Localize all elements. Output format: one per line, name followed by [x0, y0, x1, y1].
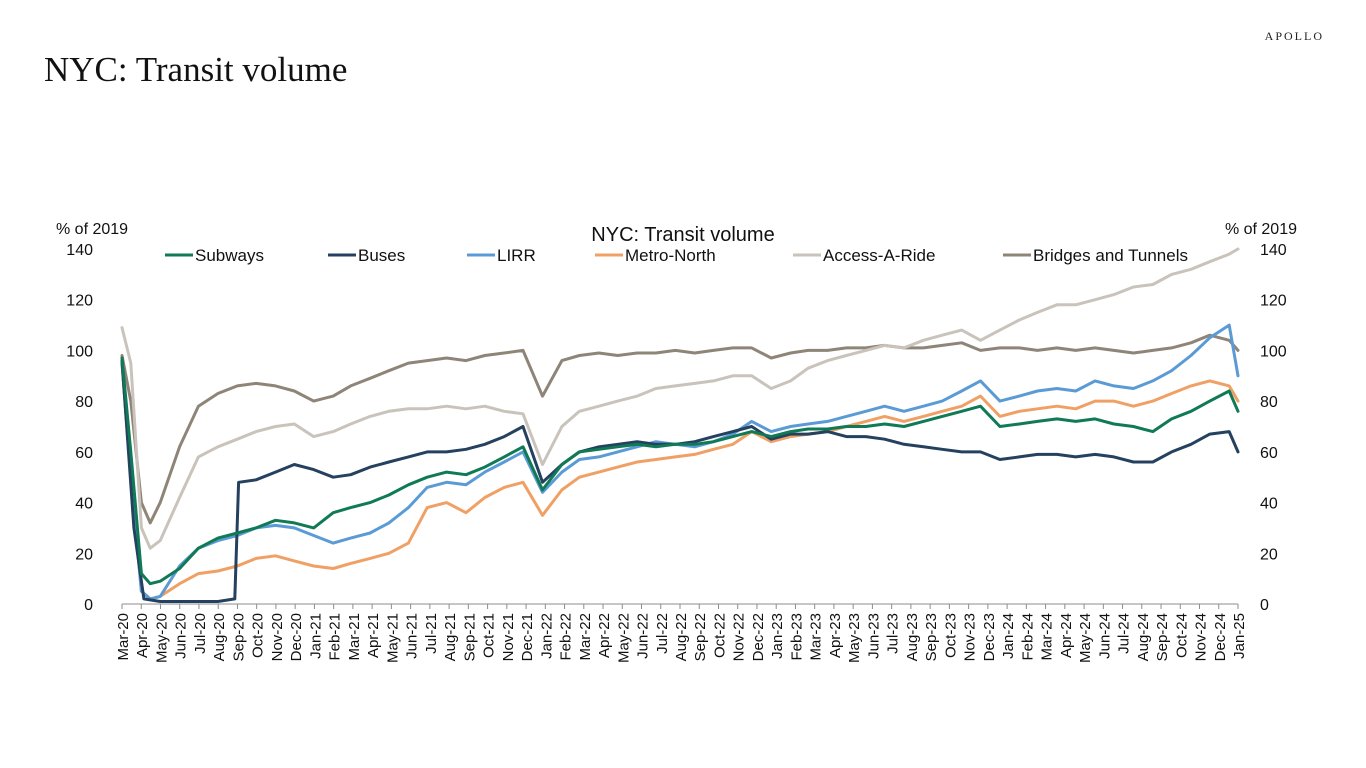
x-tick-label: May-23 — [846, 613, 863, 663]
x-tick-label: Jun-21 — [404, 613, 421, 659]
x-tick-label: Sep-24 — [1154, 613, 1171, 661]
x-tick-label: Nov-24 — [1193, 613, 1210, 661]
y-tick-label-right: 120 — [1260, 293, 1287, 310]
y-tick-label-left: 40 — [75, 496, 93, 513]
x-tick-label: Apr-23 — [827, 613, 844, 658]
legend-label: Metro-North — [625, 246, 716, 265]
x-tick-label: Jul-24 — [1116, 613, 1133, 654]
x-tick-label: Jun-23 — [865, 613, 882, 659]
y-tick-label-right: 140 — [1260, 242, 1287, 259]
x-tick-label: Aug-22 — [673, 613, 690, 661]
series-line-buses — [120, 359, 1240, 603]
legend-label: Bridges and Tunnels — [1033, 246, 1188, 265]
y-tick-label-left: 20 — [75, 546, 93, 563]
x-tick-label: Apr-24 — [1058, 613, 1075, 658]
x-tick-label: Jan-24 — [1000, 613, 1017, 659]
x-tick-label: Oct-22 — [711, 613, 728, 658]
x-tick-label: Dec-24 — [1212, 613, 1229, 661]
x-tick-label: Apr-22 — [596, 613, 613, 658]
x-tick-label: Aug-20 — [211, 613, 228, 661]
brand-logo: APOLLO — [1264, 29, 1324, 43]
series-line-subways — [120, 356, 1240, 586]
y-axis-label-right: % of 2019 — [1225, 221, 1297, 238]
x-tick-label: Dec-21 — [519, 613, 536, 661]
x-tick-label: Feb-24 — [1019, 613, 1036, 661]
y-tick-label-left: 100 — [66, 343, 93, 360]
x-tick-label: Dec-20 — [288, 613, 305, 661]
y-tick-label-right: 0 — [1260, 597, 1269, 614]
y-tick-label-right: 60 — [1260, 445, 1278, 462]
y-tick-label-left: 140 — [66, 242, 93, 259]
legend-label: Subways — [195, 246, 264, 265]
x-tick-label: Jan-21 — [307, 613, 324, 659]
x-tick-label: Mar-21 — [346, 613, 363, 661]
x-tick-label: Mar-22 — [577, 613, 594, 661]
x-tick-label: Dec-23 — [981, 613, 998, 661]
series-line-access-a-ride — [120, 247, 1240, 550]
x-tick-label: Mar-24 — [1039, 613, 1056, 661]
x-tick-label: Oct-20 — [250, 613, 267, 658]
x-tick-label: Nov-22 — [731, 613, 748, 661]
x-tick-label: Oct-21 — [481, 613, 498, 658]
x-tick-label: Nov-21 — [500, 613, 517, 661]
x-tick-label: Nov-20 — [269, 613, 286, 661]
x-tick-label: Jul-21 — [423, 613, 440, 654]
legend: Subways Buses LIRR Metro-North Access-A-Ride… — [165, 246, 1188, 265]
y-tick-label-right: 100 — [1260, 343, 1287, 360]
x-tick-label: May-24 — [1077, 613, 1094, 663]
x-tick-label: Aug-24 — [1135, 613, 1152, 661]
y-tick-label-left: 0 — [84, 597, 93, 614]
x-tick-label: Oct-24 — [1173, 613, 1190, 658]
x-tick-label: Jul-20 — [192, 613, 209, 654]
x-tick-label: Sep-22 — [692, 613, 709, 661]
x-tick-label: Mar-23 — [808, 613, 825, 661]
x-tick-label: Apr-21 — [365, 613, 382, 658]
x-tick-label: Jan-23 — [769, 613, 786, 659]
x-tick-label: Jun-24 — [1096, 613, 1113, 659]
y-tick-label-left: 80 — [75, 394, 93, 411]
x-tick-label: Sep-21 — [461, 613, 478, 661]
x-tick-label: Nov-23 — [962, 613, 979, 661]
x-tick-label: Dec-22 — [750, 613, 767, 661]
x-tick-label: May-22 — [615, 613, 632, 663]
x-tick-label: Jul-22 — [654, 613, 671, 654]
x-tick-label: Feb-23 — [788, 613, 805, 661]
legend-label: LIRR — [497, 246, 536, 265]
x-tick-label: Jun-20 — [173, 613, 190, 659]
x-tick-label: Feb-21 — [327, 613, 344, 661]
x-tick-label: Oct-23 — [942, 613, 959, 658]
x-tick-label: Jan-22 — [538, 613, 555, 659]
y-tick-label-right: 40 — [1260, 496, 1278, 513]
x-tick-label: Feb-22 — [558, 613, 575, 661]
ticks: 0 0 20 20 40 40 60 60 80 80 100 100 120 120 140 140 Mar-… — [66, 242, 1287, 663]
x-tick-label: Jan-25 — [1231, 613, 1248, 659]
x-tick-label: Jul-23 — [885, 613, 902, 654]
x-tick-label: Aug-21 — [442, 613, 459, 661]
y-tick-label-left: 120 — [66, 293, 93, 310]
y-tick-label-right: 20 — [1260, 546, 1278, 563]
x-tick-label: Aug-23 — [904, 613, 921, 661]
x-tick-label: Mar-20 — [115, 613, 132, 661]
y-axis-label-left: % of 2019 — [56, 221, 128, 238]
x-tick-label: May-21 — [384, 613, 401, 663]
series-line-lirr — [120, 323, 1240, 601]
x-tick-label: Sep-20 — [230, 613, 247, 661]
series-line-metro-north — [120, 361, 1240, 601]
legend-label: Buses — [358, 246, 405, 265]
x-tick-label: May-20 — [153, 613, 170, 663]
x-tick-label: Apr-20 — [134, 613, 151, 658]
x-tick-label: Jun-22 — [635, 613, 652, 659]
series-lines — [120, 247, 1240, 603]
y-tick-label-right: 80 — [1260, 394, 1278, 411]
x-tick-label: Sep-23 — [923, 613, 940, 661]
page-title: NYC: Transit volume — [44, 50, 348, 89]
series-line-bridges-and-tunnels — [120, 333, 1240, 525]
legend-label: Access-A-Ride — [823, 246, 935, 265]
chart-title: NYC: Transit volume — [591, 224, 774, 246]
y-tick-label-left: 60 — [75, 445, 93, 462]
